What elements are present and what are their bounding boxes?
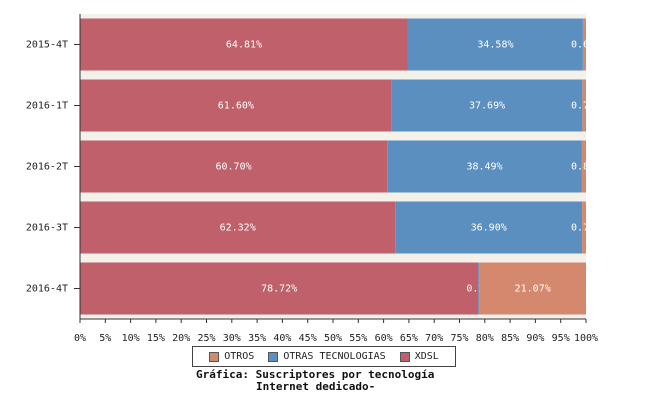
data-label: 34.58% xyxy=(477,40,513,51)
bar-xdsl-2015-4T xyxy=(80,18,408,71)
category-label: 2016-1T xyxy=(26,101,68,112)
legend-item-otras-tecnologias: OTRAS TECNOLOGIAS xyxy=(268,351,386,362)
x-tick-label: 85% xyxy=(501,333,519,344)
x-tick-label: 90% xyxy=(526,333,544,344)
x-tick-label: 95% xyxy=(552,333,570,344)
bar-xdsl-2016-4T xyxy=(80,262,479,315)
caption-line-1: Gráfica: Suscriptores por tecnología xyxy=(196,368,435,381)
legend-swatch xyxy=(268,351,279,362)
bar-otros-2015-4T xyxy=(582,18,586,71)
x-tick-label: 25% xyxy=(197,333,215,344)
x-tick-label: 50% xyxy=(324,333,342,344)
x-tick-label: 65% xyxy=(400,333,418,344)
x-tick-label: 80% xyxy=(476,333,494,344)
data-label: 61.60% xyxy=(218,101,254,112)
category-label: 2016-2T xyxy=(26,162,68,173)
data-label: 0.8 xyxy=(571,162,589,173)
x-tick-label: 10% xyxy=(122,333,140,344)
legend-label: OTRAS TECNOLOGIAS xyxy=(283,351,386,362)
data-label: 64.81% xyxy=(226,40,262,51)
x-tick-label: 100% xyxy=(574,333,598,344)
caption-line-2: Internet dedicado- xyxy=(256,380,376,393)
data-label: 38.49% xyxy=(466,162,502,173)
x-tick-label: 5% xyxy=(99,333,111,344)
x-tick-label: 35% xyxy=(248,333,266,344)
data-label: 37.69% xyxy=(469,101,505,112)
x-tick-label: 45% xyxy=(299,333,317,344)
bar-otras-tecnologias-2016-2T xyxy=(387,140,582,193)
bar-otros-2016-1T xyxy=(582,79,586,132)
x-tick-label: 55% xyxy=(349,333,367,344)
bar-otros-2016-3T xyxy=(582,201,586,254)
x-tick-label: 30% xyxy=(223,333,241,344)
category-label: 2016-3T xyxy=(26,223,68,234)
x-tick-label: 40% xyxy=(273,333,291,344)
chart-legend: OTROS OTRAS TECNOLOGIAS XDSL xyxy=(192,346,456,367)
x-tick-label: 15% xyxy=(147,333,165,344)
bar-xdsl-2016-2T xyxy=(80,140,388,193)
legend-label: OTROS xyxy=(224,351,255,362)
x-tick-label: 60% xyxy=(375,333,393,344)
legend-swatch xyxy=(209,351,220,362)
bar-otras-tecnologias-2016-4T xyxy=(478,262,480,315)
data-label: 62.32% xyxy=(220,223,256,234)
legend-label: XDSL xyxy=(414,351,439,362)
bar-otros-2016-2T xyxy=(581,140,586,193)
data-label: 0.6 xyxy=(571,40,589,51)
data-label: 21.07% xyxy=(515,284,551,295)
bar-otras-tecnologias-2016-3T xyxy=(395,201,583,254)
legend-swatch xyxy=(399,351,410,362)
chart-caption: Gráfica: Suscriptores por tecnología Int… xyxy=(196,369,456,393)
data-label: 60.70% xyxy=(216,162,252,173)
legend-item-xdsl: XDSL xyxy=(399,351,439,362)
x-tick-label: 75% xyxy=(450,333,468,344)
data-label: 0.7 xyxy=(571,223,589,234)
data-label: 78.72% xyxy=(261,284,297,295)
x-tick-label: 0% xyxy=(74,333,86,344)
bar-xdsl-2016-3T xyxy=(80,201,396,254)
bar-otras-tecnologias-2015-4T xyxy=(407,18,583,71)
category-label: 2015-4T xyxy=(26,40,68,51)
bar-otros-2016-4T xyxy=(479,262,586,315)
data-label: 0.7 xyxy=(571,101,589,112)
legend-item-otros: OTROS xyxy=(209,351,254,362)
bar-xdsl-2016-1T xyxy=(80,79,392,132)
bar-otras-tecnologias-2016-1T xyxy=(391,79,583,132)
category-label: 2016-4T xyxy=(26,284,68,295)
x-tick-label: 70% xyxy=(425,333,443,344)
x-tick-label: 20% xyxy=(172,333,190,344)
data-label: 36.90% xyxy=(471,223,507,234)
